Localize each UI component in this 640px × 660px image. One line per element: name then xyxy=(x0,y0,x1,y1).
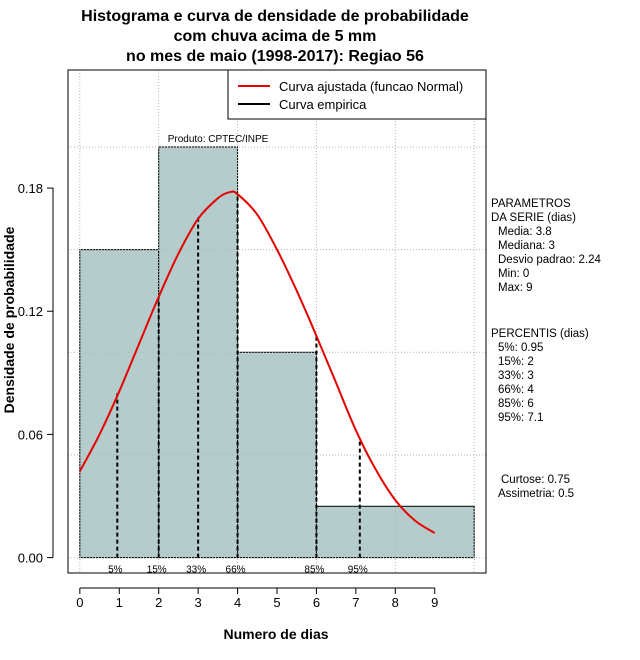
axes: 0 1 2 3 4 5 6 7 8 9 0.00 0.06 0.12 0.18 xyxy=(18,181,439,610)
fitted-curve-layer xyxy=(78,190,436,534)
param-heading-2: DA SERIE (dias) xyxy=(491,212,576,224)
product-annotation: Produto: CPTEC/INPE xyxy=(168,134,269,145)
x-axis-label: Numero de dias xyxy=(223,626,328,642)
y-tick-label-2: 0.12 xyxy=(18,304,43,319)
legend-label-fitted: Curva ajustada (funcao Normal) xyxy=(279,79,463,94)
histogram-bar-0 xyxy=(79,249,160,559)
x-tick-label-2: 2 xyxy=(155,595,162,610)
fitted-normal-curve xyxy=(78,190,436,534)
x-tick-label-6: 6 xyxy=(313,595,320,610)
x-tick-label-1: 1 xyxy=(116,595,123,610)
x-tick-label-3: 3 xyxy=(195,595,202,610)
x-tick-label-4: 4 xyxy=(234,595,241,610)
histogram-bars xyxy=(79,146,475,559)
percentil-95: 95%: 7.1 xyxy=(498,412,543,424)
percentile-label-3: 66% xyxy=(226,565,246,576)
percentil-5: 5%: 0.95 xyxy=(498,342,543,354)
histogram-bar-3 xyxy=(315,505,475,559)
percentil-33: 33%: 3 xyxy=(498,370,534,382)
legend-label-empirical: Curva empirica xyxy=(279,97,367,112)
param-heading-1: PARAMETROS xyxy=(491,198,571,210)
y-tick-label-0: 0.00 xyxy=(18,551,43,566)
percentile-label-2: 33% xyxy=(186,565,206,576)
percentile-label-1: 15% xyxy=(147,565,167,576)
x-tick-label-0: 0 xyxy=(76,595,83,610)
percentile-label-5: 95% xyxy=(348,565,368,576)
histogram-bar-2 xyxy=(237,351,317,559)
chart-title-line-3: no mes de maio (1998-2017): Regiao 56 xyxy=(126,48,424,65)
percentis-heading: PERCENTIS (dias) xyxy=(491,328,589,340)
y-tick-label-3: 0.18 xyxy=(18,181,43,196)
chart-title-line-1: Histograma e curva de densidade de proba… xyxy=(81,8,469,25)
y-axis-label: Densidade de probabilidade xyxy=(1,226,17,413)
param-max: Max: 9 xyxy=(498,282,533,294)
legend-box xyxy=(227,69,487,120)
param-desvio: Desvio padrao: 2.24 xyxy=(498,254,602,266)
x-tick-label-9: 9 xyxy=(431,595,438,610)
chart-title-line-2: com chuva acima de 5 mm xyxy=(174,28,377,45)
grid-lines xyxy=(68,70,486,573)
param-min: Min: 0 xyxy=(498,268,529,280)
x-tick-label-5: 5 xyxy=(273,595,280,610)
legend: Curva ajustada (funcao Normal) Curva emp… xyxy=(227,69,487,120)
side-panel: PARAMETROS DA SERIE (dias) Media: 3.8 Me… xyxy=(491,198,602,500)
x-tick-label-8: 8 xyxy=(392,595,399,610)
stat-assimetria: Assimetria: 0.5 xyxy=(498,488,574,500)
stat-curtose: Curtose: 0.75 xyxy=(501,474,570,486)
percentil-85: 85%: 6 xyxy=(498,398,534,410)
percentil-15: 15%: 2 xyxy=(498,356,534,368)
percentil-66: 66%: 4 xyxy=(498,384,534,396)
percentile-label-0: 5% xyxy=(108,565,123,576)
y-tick-label-1: 0.06 xyxy=(18,427,43,442)
percentile-lines: 5% 15% 33% 66% 85% 95% xyxy=(108,194,368,576)
param-media: Media: 3.8 xyxy=(498,226,552,238)
percentile-label-4: 85% xyxy=(304,565,324,576)
param-mediana: Mediana: 3 xyxy=(498,240,555,252)
x-tick-label-7: 7 xyxy=(352,595,359,610)
